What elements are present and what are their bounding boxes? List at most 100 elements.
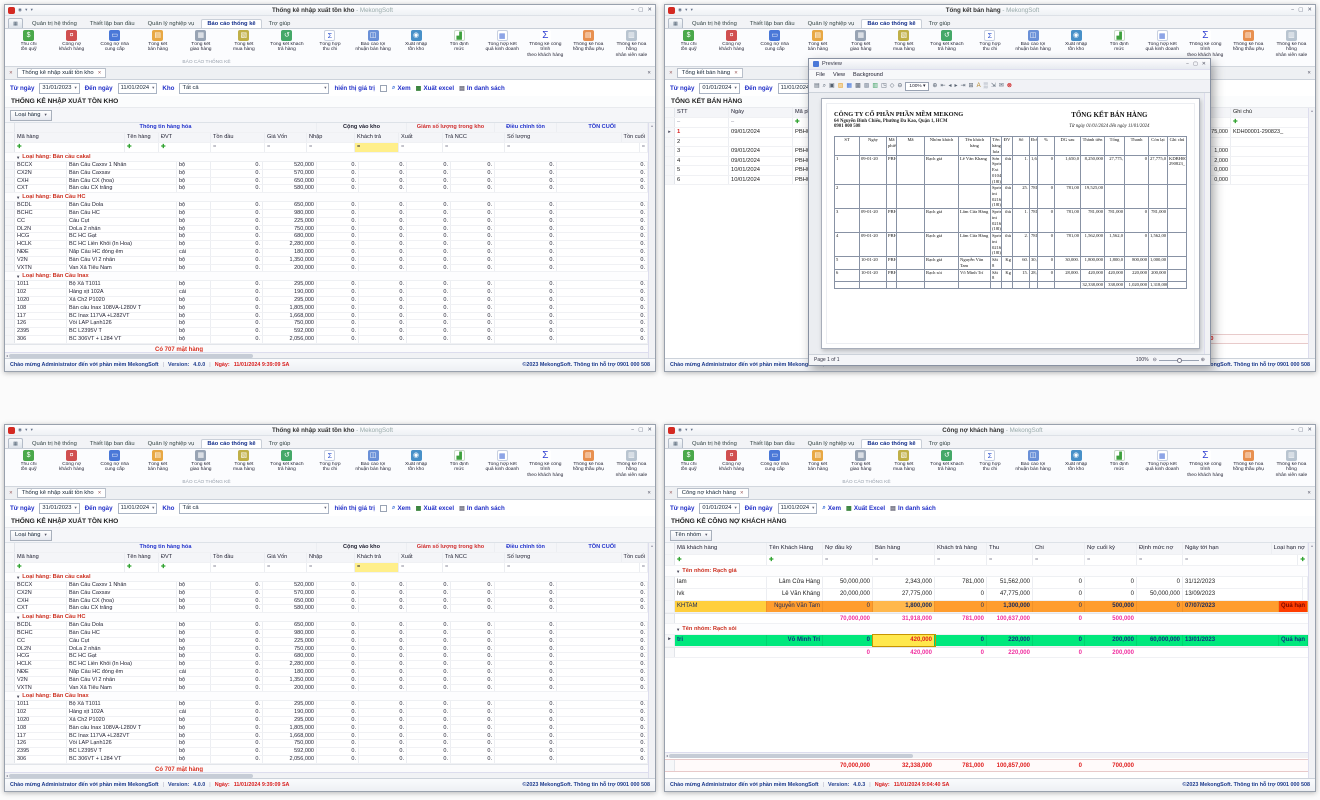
menu-item[interactable]: File — [816, 72, 825, 78]
table-row[interactable]: NĐÊ Nắp Cầu HC đóng êm cái 0. 180,000 0.… — [5, 249, 648, 257]
close-button[interactable]: ✕ — [1307, 7, 1312, 13]
export-excel-button[interactable]: ▦Xuất excel — [416, 85, 454, 92]
ribbon-button[interactable]: ▦ Tổng kết giao hàng — [839, 450, 882, 473]
ribbon-button[interactable]: ¤ Công nợ khách hàng — [710, 450, 753, 473]
column-filter[interactable]: = — [987, 555, 1033, 565]
column-header[interactable]: Ghi chú — [1231, 108, 1308, 117]
zoom-slider-knob[interactable] — [1177, 358, 1182, 363]
table-row[interactable]: V2N Bàn Cầu Vl 2 nhấn bộ 0. 1,350,000 0.… — [5, 257, 648, 265]
table-row[interactable]: 1011 Bộ Xả T1011 bộ 0. 295,000 0. 0. 0. … — [5, 281, 648, 289]
collapse-icon[interactable]: ▾ — [17, 153, 19, 162]
table-row[interactable]: 117 BC Inax 117VA +L282VT bộ 0. 1,668,00… — [5, 313, 648, 321]
table-row[interactable]: 1011 Bộ Xả T1011 bộ 0. 295,000 0. 0. 0. … — [5, 701, 648, 709]
column-header[interactable]: Trả NCC — [443, 553, 505, 562]
close-tab-icon[interactable]: ✕ — [740, 490, 744, 496]
column-filter[interactable]: = — [1137, 555, 1183, 565]
close-all-tabs-icon[interactable]: ✕ — [9, 70, 13, 76]
minimize-button[interactable]: − — [1291, 7, 1294, 13]
group-row[interactable]: ▾Loại hàng: Bàn Cầu HC — [5, 613, 648, 622]
ribbon-button[interactable]: Σ Thống kê công trình theo khách hàng — [1184, 30, 1227, 58]
collapse-icon[interactable]: ▾ — [17, 193, 19, 202]
column-filter[interactable]: = — [399, 143, 443, 152]
column-header[interactable]: Nợ đầu kỳ — [823, 543, 873, 554]
horizontal-scrollbar[interactable]: ◂ — [5, 772, 648, 778]
table-row[interactable]: 306 BC 306VT + L284 VT bộ 0. 2,056,000 0… — [5, 336, 648, 344]
ribbon-tab[interactable]: Thiết lập ban đầu — [744, 439, 801, 448]
ribbon-button[interactable]: ▧ Tổng kết mua hàng — [882, 450, 925, 473]
column-filter[interactable]: = — [443, 143, 505, 152]
ribbon-button[interactable]: $ Thu chi tồn quỹ — [667, 30, 710, 53]
column-filter[interactable]: ✚ — [15, 563, 125, 572]
column-filter[interactable]: = — [640, 563, 648, 572]
table-row[interactable]: HCLK BC HC Liền Khối (In Hoa) bộ 0. 2,28… — [5, 661, 648, 669]
column-filter[interactable]: ✚ — [1298, 555, 1308, 565]
scrollbar-thumb[interactable] — [9, 774, 253, 778]
column-header[interactable]: Tồn cuối — [622, 133, 648, 142]
ribbon-button[interactable]: ▤ Tổng kết bán hàng — [796, 30, 839, 53]
column-header[interactable]: STT — [675, 108, 729, 117]
ribbon-button[interactable]: ◫ Báo cáo lợi nhuận bán hàng — [352, 450, 395, 473]
ribbon-button[interactable]: ◉ Xuất nhập tồn kho — [395, 30, 438, 53]
warehouse-select[interactable]: Tất cả▾ — [179, 503, 329, 514]
to-date-input[interactable]: 11/01/2024▾ — [118, 83, 158, 94]
table-row[interactable]: CC Cầu Cụt bộ 0. 225,000 0. 0. 0. 0. 0. … — [5, 638, 648, 646]
ribbon-button[interactable]: ▟ Tồn định mức — [1098, 30, 1141, 53]
ribbon-tab[interactable]: Quản trị hệ thống — [26, 19, 83, 28]
ribbon-button[interactable]: ▭ Công nợ nhà cung cấp — [753, 30, 796, 53]
view-button[interactable]: ⌕Xem — [822, 504, 841, 512]
table-row[interactable]: BCCX Bàn Cầu Caxsv 1 Nhấn bộ 0. 520,000 … — [5, 582, 648, 590]
column-header[interactable]: Mã hàng — [15, 133, 125, 142]
table-row[interactable] — [1197, 138, 1308, 148]
column-filter[interactable]: = — [1085, 555, 1137, 565]
multiple-pages-icon[interactable]: ⊞ — [969, 81, 974, 91]
minimize-button[interactable]: − — [631, 427, 634, 433]
ribbon-tab[interactable]: Quản trị hệ thống — [686, 19, 743, 28]
column-filter[interactable]: ✚ — [15, 143, 125, 152]
column-header[interactable]: Nhập — [307, 553, 355, 562]
column-filter[interactable]: = — [355, 563, 399, 572]
column-header[interactable]: Tên hàng — [125, 553, 159, 562]
scrollbar-thumb[interactable] — [669, 754, 913, 758]
column-header[interactable]: Ngày — [729, 108, 793, 117]
view-button[interactable]: ⌕Xem — [392, 504, 411, 512]
table-row[interactable]: 0,000 — [1197, 166, 1308, 176]
ribbon-tab[interactable]: Quản lý nghiệp vụ — [802, 19, 861, 28]
ribbon-button[interactable]: ↺ Tổng kết khách trả hàng — [265, 30, 308, 53]
restore-button[interactable]: ▢ — [1298, 427, 1303, 433]
ribbon-tab[interactable]: Quản lý nghiệp vụ — [142, 19, 201, 28]
zoom-level-select[interactable]: 100% ▾ — [905, 82, 929, 91]
column-filter[interactable]: ✚ — [159, 563, 211, 572]
table-row[interactable]: 108 Bàn cầu Inax 108VA-L280V T bộ 0. 1,8… — [5, 305, 648, 313]
group-by-chip[interactable]: Loại hàng▾ — [10, 530, 52, 541]
ribbon-button[interactable]: $ Thu chi tồn quỹ — [7, 30, 50, 53]
column-filter[interactable]: = — [823, 555, 873, 565]
ribbon-tab[interactable]: Báo cáo thống kê — [201, 439, 261, 448]
column-header[interactable]: ĐVT — [159, 553, 211, 562]
collapse-icon[interactable]: ▾ — [17, 272, 19, 281]
table-row[interactable]: DL2N DoLa 2 nhấn bộ 0. 750,000 0. 0. 0. … — [5, 226, 648, 234]
view-button[interactable]: ⌕Xem — [392, 84, 411, 92]
watermark-icon[interactable]: ▒ — [984, 81, 988, 91]
column-filter[interactable]: = — [1183, 555, 1298, 565]
preview-scrollbar[interactable] — [1204, 93, 1210, 354]
ribbon-button[interactable]: ▤ Tổng kết bán hàng — [136, 30, 179, 53]
vertical-scrollbar[interactable]: ▴ — [648, 123, 655, 358]
quick-access-toolbar[interactable]: ◉ ▾ ▾ — [18, 427, 34, 433]
table-row[interactable]: BCHC Bàn Cầu HC bộ 0. 980,000 0. 0. 0. 0… — [5, 630, 648, 638]
restore-button[interactable]: ▢ — [638, 7, 643, 13]
column-filter[interactable]: ✚ — [1231, 118, 1308, 127]
vertical-scrollbar[interactable]: ▴ — [1308, 543, 1315, 778]
column-filter[interactable]: = — [640, 143, 648, 152]
close-pane-icon[interactable]: ✕ — [647, 490, 651, 496]
column-filter[interactable]: = — [873, 555, 935, 565]
scroll-left-icon[interactable]: ◂ — [666, 753, 668, 758]
column-header[interactable]: Tên Khách Hàng — [767, 543, 823, 554]
column-filter[interactable]: = — [399, 563, 443, 572]
zoom-out-icon[interactable]: ⊖ — [1153, 357, 1157, 363]
column-filter[interactable]: ✚ — [159, 143, 211, 152]
table-row[interactable]: 2,000 — [1197, 157, 1308, 167]
from-date-input[interactable]: 31/01/2023▾ — [39, 503, 79, 514]
column-header[interactable]: Loại hạn nợ — [1272, 543, 1308, 554]
column-header[interactable]: Giá Vốn — [265, 133, 307, 142]
column-filter[interactable]: = — [935, 555, 987, 565]
